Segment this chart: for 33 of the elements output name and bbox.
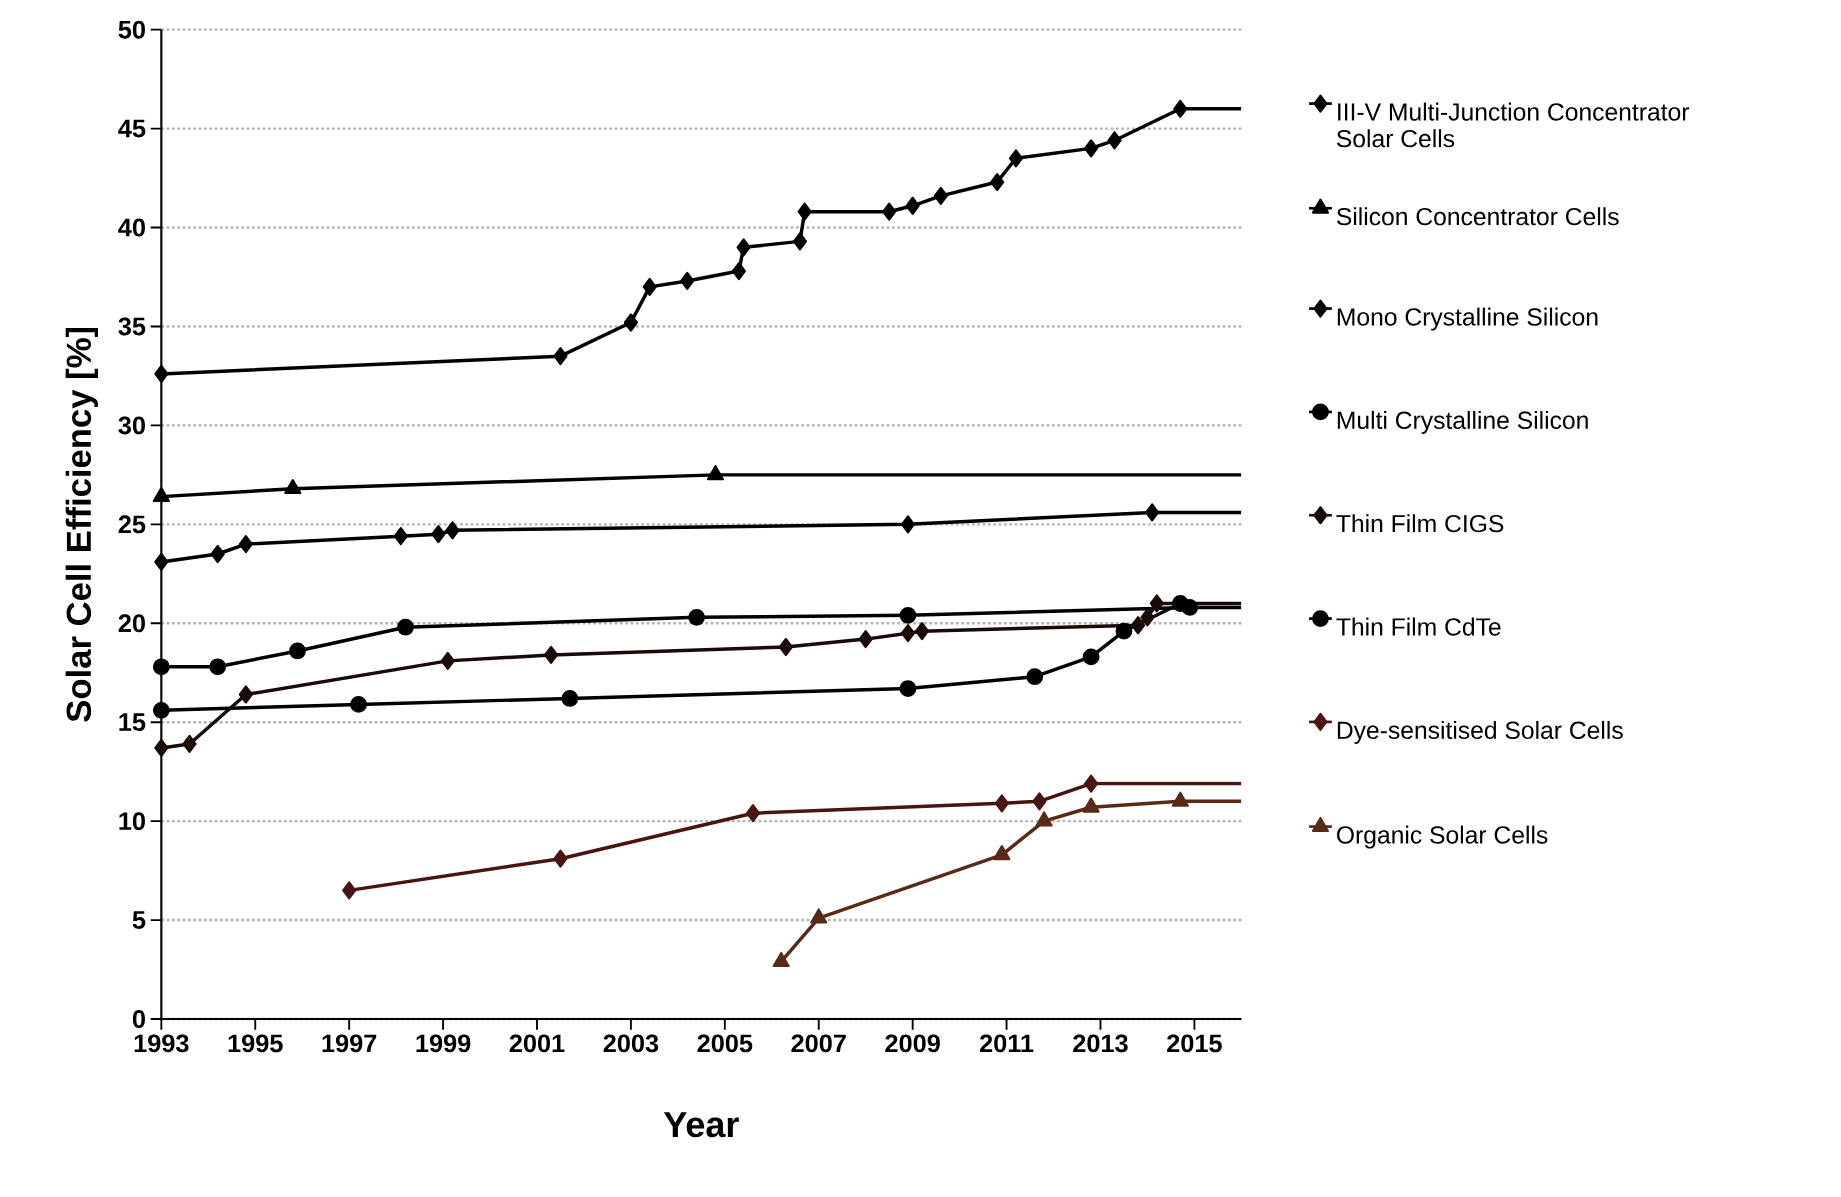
y-tick-label: 50 [118,20,145,39]
y-tick-label: 20 [118,614,145,633]
legend-label: Multi Crystalline Silicon [1337,410,1588,434]
x-axis-title: Year [663,1112,739,1138]
legend-label: Dye-sensitised Solar Cells [1337,720,1623,744]
y-tick-label: 35 [118,317,146,336]
y-tick-label: 10 [119,812,145,831]
legend-label: Silicon Concentrator Cells [1336,207,1619,226]
y-tick-label: 40 [118,218,145,237]
x-tick-label: 1997 [322,1034,377,1053]
y-tick-label: 25 [118,515,146,534]
x-tick-label: 2015 [1167,1034,1222,1053]
x-tick-label: 2005 [697,1034,753,1053]
y-tick-label: 45 [118,119,146,138]
legend-label: Thin Film CIGS [1336,514,1504,533]
x-tick-label: 2009 [885,1034,940,1053]
y-axis-title: Solar Cell Efficiency [%] [65,327,98,722]
legend-label: Organic Solar Cells [1337,825,1548,849]
x-tick-label: 2001 [509,1034,565,1053]
y-tick-label: 5 [132,911,146,929]
legend-label: Thin Film CdTe [1336,617,1501,636]
x-tick-label: 2011 [979,1034,1034,1053]
y-tick-label: 30 [118,416,145,435]
legend-label: Mono Crystalline Silicon [1337,307,1598,331]
y-tick-label: 15 [119,713,146,732]
x-tick-label: 1999 [416,1034,471,1053]
x-tick-label: 2013 [1073,1034,1128,1053]
x-tick-label: 2007 [791,1034,846,1053]
x-tick-label: 1995 [228,1034,283,1053]
legend-label: III-V Multi-Junction Concentrator Solar Cells [1336,102,1690,148]
x-tick-label: 2003 [603,1034,659,1053]
y-tick-label: 0 [132,1010,145,1028]
x-tick-label: 1993 [134,1034,189,1053]
